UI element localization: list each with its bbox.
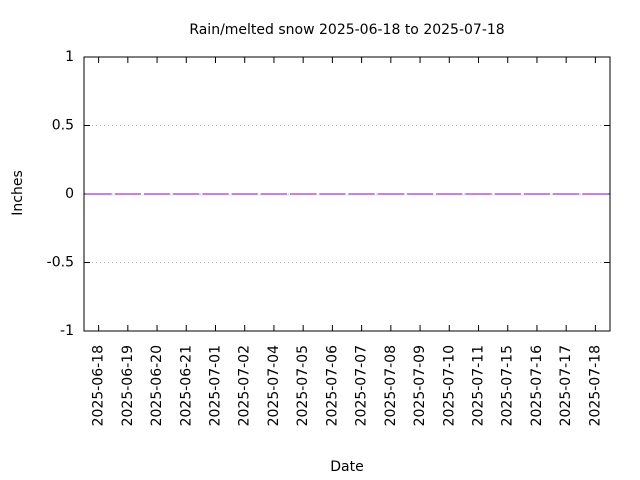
x-tick-label: 2025-07-07 [354,345,370,426]
y-tick-label: -1 [60,323,74,339]
x-tick-label: 2025-06-21 [178,345,194,426]
x-tick-label: 2025-07-04 [266,345,282,426]
x-tick-label: 2025-07-11 [471,345,487,426]
y-tick-label: -0.5 [47,255,74,271]
x-axis-label: Date [330,459,363,475]
x-tick-label: 2025-07-06 [324,345,340,426]
x-tick-label: 2025-07-10 [441,345,457,426]
x-tick-label: 2025-06-19 [120,345,136,426]
x-tick-label: 2025-07-17 [558,345,574,426]
x-tick-label: 2025-07-15 [500,345,516,426]
y-tick-label: 0.5 [52,118,74,134]
y-tick-label: 1 [65,49,74,65]
y-tick-label: 0 [65,186,74,202]
x-tick-label: 2025-07-05 [295,345,311,426]
x-tick-label: 2025-07-16 [529,345,545,426]
plot-border [83,56,611,332]
chart-title: Rain/melted snow 2025-06-18 to 2025-07-1… [189,22,504,38]
x-tick-label: 2025-06-20 [149,345,165,426]
x-tick-label: 2025-07-01 [208,345,224,426]
x-tick-label: 2025-06-18 [91,345,107,426]
x-tick-label: 2025-07-09 [412,345,428,426]
y-axis-label: Inches [10,170,26,215]
x-tick-label: 2025-07-08 [383,345,399,426]
x-tick-label: 2025-07-02 [237,345,253,426]
x-tick-label: 2025-07-18 [587,345,603,426]
